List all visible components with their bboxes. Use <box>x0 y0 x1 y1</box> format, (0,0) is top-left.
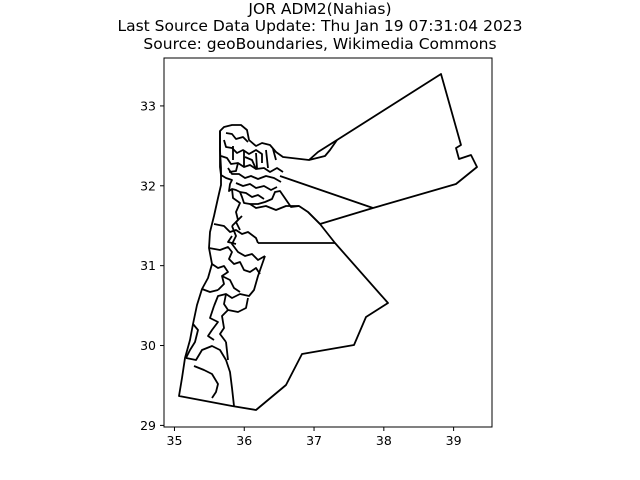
district-line <box>211 263 229 291</box>
jordan-boundaries <box>178 73 478 411</box>
district-line <box>208 246 261 275</box>
jordan-main-outline <box>178 131 389 411</box>
y-tick-label: 33 <box>140 98 156 113</box>
district-line <box>279 175 374 209</box>
x-tick-label: 36 <box>236 433 252 448</box>
y-axis: 29 30 31 32 33 <box>140 98 164 433</box>
country-outline <box>219 73 478 225</box>
update-line: Last Source Data Update: Thu Jan 19 07:3… <box>117 17 523 35</box>
plot-frame <box>163 57 493 428</box>
x-tick-label: 35 <box>167 433 183 448</box>
district-line <box>213 255 266 307</box>
district-line <box>207 305 219 341</box>
district-line <box>228 156 257 173</box>
x-tick-label: 37 <box>306 433 322 448</box>
y-tick-label: 30 <box>140 338 156 353</box>
district-line <box>235 182 278 191</box>
district-line <box>239 191 265 200</box>
x-tick-label: 38 <box>376 433 392 448</box>
y-tick-label: 32 <box>140 178 156 193</box>
district-line <box>225 341 229 361</box>
source-line: Source: geoBoundaries, Wikimedia Commons <box>143 35 497 53</box>
district-line <box>213 223 259 244</box>
district-line <box>227 167 282 183</box>
y-tick-label: 29 <box>140 418 156 433</box>
district-line <box>232 146 277 169</box>
district-line <box>227 215 243 245</box>
district-line <box>308 139 338 161</box>
district-line <box>225 132 249 143</box>
x-axis: 35 36 37 38 39 <box>167 427 462 448</box>
district-line <box>223 139 263 163</box>
x-tick-label: 39 <box>446 433 462 448</box>
district-line <box>223 293 249 313</box>
district-line <box>193 365 219 399</box>
district-line <box>185 345 235 407</box>
district-line <box>219 309 229 343</box>
district-line <box>185 323 199 359</box>
district-line <box>231 225 266 261</box>
map-title: JOR ADM2(Nahias) <box>248 0 392 18</box>
y-tick-label: 31 <box>140 258 156 273</box>
district-line <box>220 155 284 173</box>
district-line <box>201 288 219 293</box>
district-line <box>249 203 299 211</box>
district-line <box>221 275 241 293</box>
